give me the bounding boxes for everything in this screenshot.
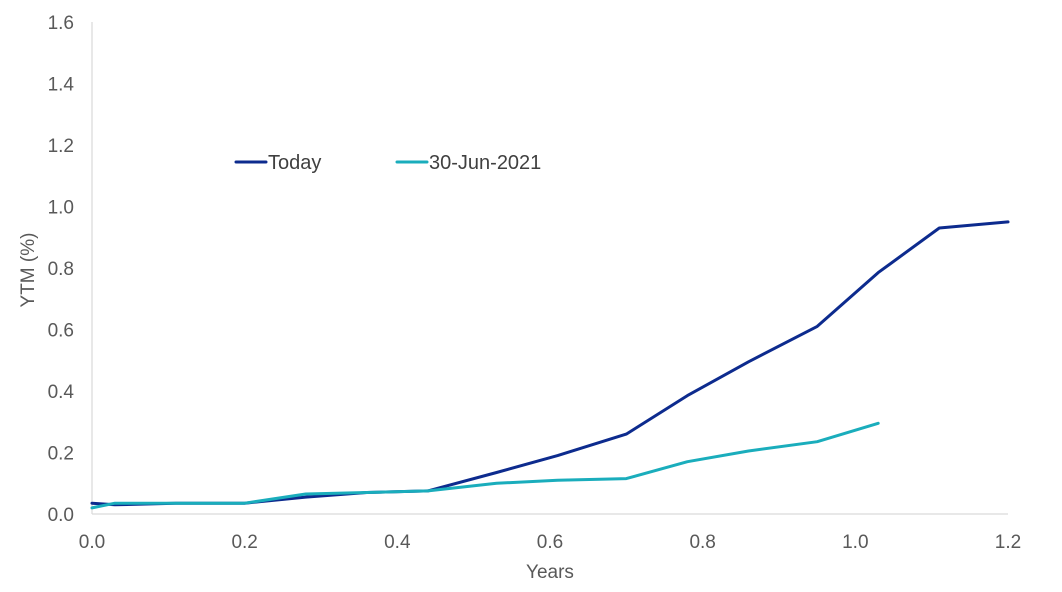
y-tick-label: 1.2 [48, 136, 74, 157]
y-tick-label: 0.4 [48, 382, 75, 403]
series-line-today [90, 220, 1010, 507]
x-tick-label: 0.2 [231, 532, 257, 553]
y-axis-title: YTM (%) [18, 233, 39, 308]
legend-item-today: Today [234, 152, 321, 174]
y-tick-label: 0.0 [48, 505, 74, 526]
y-tick-label: 0.6 [48, 321, 74, 342]
y-tick-label: 1.4 [48, 75, 75, 96]
y-tick-label: 0.8 [48, 259, 74, 280]
y-tick-label: 0.2 [48, 444, 74, 465]
x-tick-label: 0.6 [537, 532, 563, 553]
x-tick-label: 1.2 [995, 532, 1021, 553]
x-tick-label: 0.0 [79, 532, 105, 553]
legend-label: 30-Jun-2021 [429, 152, 541, 174]
x-axis-title: Years [526, 562, 574, 583]
x-tick-label: 0.4 [384, 532, 411, 553]
y-tick-label: 1.0 [48, 198, 74, 219]
x-tick-label: 1.0 [842, 532, 868, 553]
x-tick-label: 0.8 [689, 532, 715, 553]
legend-item-30-jun-2021: 30-Jun-2021 [395, 152, 541, 174]
y-tick-label: 1.6 [48, 13, 74, 34]
series-line-30-jun-2021 [90, 421, 880, 510]
legend-label: Today [268, 152, 321, 174]
